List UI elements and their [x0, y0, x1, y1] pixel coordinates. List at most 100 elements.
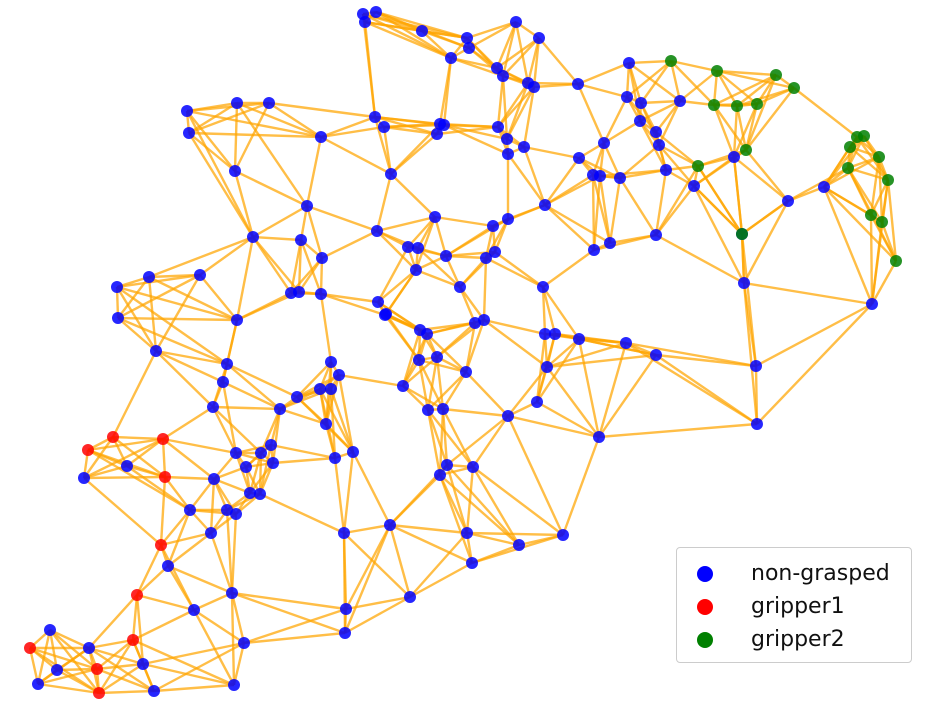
node-non-grasped — [217, 376, 229, 388]
graph-edge — [185, 110, 255, 238]
graph-edge — [561, 436, 601, 536]
graph-edge — [618, 177, 658, 236]
node-non-grasped — [480, 252, 492, 264]
graph-edge — [496, 37, 540, 69]
graph-edge — [755, 302, 873, 368]
graph-edge — [670, 60, 715, 106]
graph-edge — [373, 116, 393, 175]
node-non-grasped — [162, 560, 174, 572]
graph-edge — [83, 475, 166, 480]
node-non-grasped — [291, 391, 303, 403]
graph-edge — [483, 318, 546, 336]
graph-edge — [343, 523, 391, 535]
node-non-grasped — [121, 460, 133, 472]
node-gripper2 — [890, 255, 902, 267]
graph-edge — [625, 341, 758, 426]
graph-edge — [279, 407, 327, 426]
node-non-grasped — [325, 356, 337, 368]
node-non-grasped — [497, 70, 509, 82]
graph-edge — [445, 224, 494, 258]
graph-edge — [442, 57, 453, 126]
graph-edge — [417, 359, 430, 411]
graph-edge — [289, 239, 303, 294]
node-non-grasped — [221, 358, 233, 370]
node-gripper2 — [842, 162, 854, 174]
graph-edge — [598, 422, 758, 439]
node-non-grasped — [385, 168, 397, 180]
node-non-grasped — [750, 360, 762, 372]
graph-edge — [732, 156, 744, 235]
node-non-grasped — [329, 452, 341, 464]
graph-edge — [438, 474, 474, 564]
node-non-grasped — [688, 180, 700, 192]
node-non-grasped — [247, 231, 259, 243]
node-non-grasped — [461, 32, 473, 44]
node-non-grasped — [229, 165, 241, 177]
node-gripper2 — [740, 144, 752, 156]
graph-edge — [319, 293, 333, 363]
node-non-grasped — [359, 16, 371, 28]
graph-edge — [603, 119, 641, 145]
node-gripper2 — [708, 99, 720, 111]
graph-edge — [188, 101, 270, 135]
node-non-grasped — [325, 383, 337, 395]
graph-edge — [199, 236, 254, 276]
node-gripper2 — [882, 174, 894, 186]
graph-edge — [96, 639, 134, 670]
node-non-grasped — [32, 678, 44, 690]
graph-edge — [320, 115, 376, 139]
node-non-grasped — [265, 439, 277, 451]
node-non-grasped — [604, 237, 616, 249]
node-non-grasped — [338, 527, 350, 539]
graph-edge — [160, 531, 212, 547]
graph-edge — [426, 333, 467, 373]
graph-edge — [116, 285, 238, 322]
graph-edge — [343, 532, 411, 598]
graph-edge — [446, 464, 520, 546]
node-non-grasped — [188, 604, 200, 616]
node-non-grasped — [274, 403, 286, 415]
graph-edge — [736, 74, 777, 107]
node-non-grasped — [230, 447, 242, 459]
legend-swatch-red — [697, 598, 713, 615]
graph-edge — [742, 200, 790, 284]
node-non-grasped — [371, 225, 383, 237]
graph-edge — [258, 444, 273, 495]
graph-edge — [434, 215, 494, 228]
graph-edge — [546, 338, 580, 368]
graph-edge — [415, 268, 461, 289]
node-non-grasped — [416, 25, 428, 37]
graph-edge — [187, 132, 255, 238]
graph-edge — [426, 356, 439, 411]
graph-edge — [495, 21, 518, 69]
graph-edge — [536, 400, 600, 439]
graph-edge — [305, 136, 323, 207]
graph-edge — [153, 641, 245, 693]
graph-edge — [97, 639, 135, 694]
graph-edge — [117, 273, 201, 320]
graph-edge — [535, 333, 547, 403]
node-gripper1 — [127, 634, 139, 646]
graph-edge — [597, 342, 628, 438]
node-non-grasped — [340, 603, 352, 615]
node-non-grasped — [454, 281, 466, 293]
node-non-grasped — [221, 504, 233, 516]
graph-edge — [87, 437, 164, 452]
node-non-grasped — [143, 271, 155, 283]
graph-edge — [502, 37, 540, 77]
graph-edge — [116, 273, 201, 289]
graph-edge — [142, 662, 235, 687]
graph-edge — [320, 292, 379, 304]
graph-edge — [741, 200, 789, 235]
node-non-grasped — [549, 328, 561, 340]
graph-edge — [160, 509, 191, 546]
node-gripper1 — [107, 431, 119, 443]
graph-edge — [732, 103, 759, 158]
legend-swatch-green — [697, 631, 713, 648]
graph-edge — [136, 593, 195, 612]
graph-edge — [679, 70, 718, 102]
graph-edge — [117, 316, 228, 366]
graph-edge — [222, 380, 281, 411]
graph-edge — [472, 466, 564, 536]
graph-edge — [221, 381, 238, 454]
